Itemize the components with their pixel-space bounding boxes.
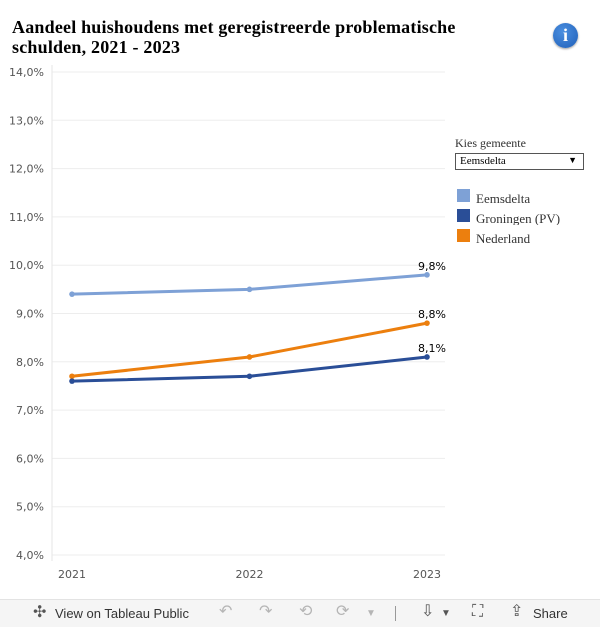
y-tick-label: 12,0% (9, 163, 44, 176)
data-point[interactable] (69, 378, 75, 384)
toolbar-divider (395, 606, 396, 621)
legend-swatch (457, 229, 470, 242)
legend-label: Groningen (PV) (476, 211, 561, 225)
x-axis-ticks: 2021 2022 2023 (58, 568, 441, 581)
y-tick-label: 6,0% (16, 452, 44, 465)
data-point[interactable] (246, 286, 253, 293)
data-label: 8,8% (418, 308, 446, 321)
data-point[interactable] (424, 320, 430, 326)
x-tick-label: 2022 (236, 568, 264, 581)
refresh-icon[interactable]: ⟳ (336, 603, 350, 620)
data-point[interactable] (246, 354, 253, 360)
chevron-down-icon[interactable]: ▼ (441, 608, 451, 619)
legend-label: Eemsdelta (476, 191, 531, 206)
share-icon[interactable]: ⇪ (510, 603, 524, 620)
filter-label: Kies gemeente (455, 136, 526, 150)
data-point[interactable] (424, 354, 430, 360)
y-tick-label: 11,0% (9, 211, 44, 224)
data-label: 9,8% (418, 260, 446, 273)
x-tick-label: 2021 (58, 568, 86, 581)
legend: Eemsdelta Groningen (PV) Nederland (457, 189, 587, 249)
legend-item-eemsdelta[interactable]: Eemsdelta (457, 189, 587, 209)
y-tick-label: 9,0% (16, 308, 44, 321)
legend-item-nederland[interactable]: Nederland (457, 229, 587, 249)
undo-icon[interactable]: ↶ (219, 603, 233, 620)
share-button[interactable]: Share (533, 606, 568, 621)
y-tick-label: 8,0% (16, 356, 44, 369)
tableau-toolbar: ✣ View on Tableau Public ↶ ↷ ⟲ ⟳ ▼ ⇩ ▼ ⛶… (0, 599, 600, 627)
x-tick-label: 2023 (413, 568, 441, 581)
data-point[interactable] (246, 373, 253, 380)
series: 9,8% 8,8% 8,1% (69, 260, 446, 384)
gridlines (52, 71, 445, 556)
data-point[interactable] (69, 291, 75, 297)
municipality-select[interactable]: Eemsdelta ▼ (455, 153, 584, 170)
legend-item-groningen[interactable]: Groningen (PV) (457, 209, 587, 225)
y-tick-label: 13,0% (9, 114, 44, 127)
data-point[interactable] (69, 373, 75, 380)
info-icon[interactable]: i (553, 23, 578, 48)
chart-title: Aandeel huishoudens met geregistreerde p… (12, 17, 456, 57)
data-label: 8,1% (418, 342, 446, 355)
redo-icon[interactable]: ↷ (259, 603, 273, 620)
municipality-select-value: Eemsdelta (460, 155, 506, 167)
y-tick-label: 7,0% (16, 404, 44, 417)
legend-swatch (457, 189, 470, 202)
series-line[interactable] (70, 321, 429, 378)
revert-icon[interactable]: ⟲ (299, 603, 313, 620)
data-point[interactable] (424, 272, 430, 278)
line-chart: 4,0% 5,0% 6,0% 7,0% 8,0% 9,0% 10,0% 11,0% 12,0% 1… (9, 65, 446, 581)
download-icon[interactable]: ⇩ (421, 603, 435, 620)
y-tick-label: 4,0% (16, 549, 44, 562)
y-tick-label: 5,0% (16, 501, 44, 514)
legend-label: Nederland (476, 231, 531, 246)
chevron-down-icon: ▼ (568, 155, 577, 165)
y-axis-ticks: 4,0% 5,0% 6,0% 7,0% 8,0% 9,0% 10,0% 11,0% 12,0% 1… (9, 66, 44, 562)
fullscreen-icon[interactable]: ⛶ (472, 603, 484, 620)
view-on-tableau-link[interactable]: View on Tableau Public (55, 606, 189, 621)
y-tick-label: 10,0% (9, 259, 44, 272)
legend-swatch (457, 209, 470, 222)
y-tick-label: 14,0% (9, 66, 44, 79)
tableau-logo-icon[interactable]: ✣ (33, 604, 47, 621)
chevron-down-icon[interactable]: ▼ (366, 608, 376, 619)
